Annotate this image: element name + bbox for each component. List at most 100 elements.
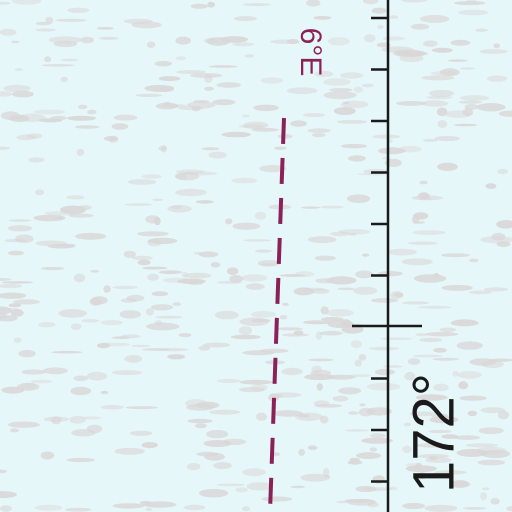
texture-speck bbox=[135, 93, 162, 97]
texture-speck bbox=[7, 225, 33, 232]
texture-speck bbox=[96, 27, 114, 30]
texture-speck bbox=[399, 54, 424, 63]
texture-speck bbox=[251, 127, 279, 132]
texture-speck bbox=[154, 216, 161, 226]
texture-speck bbox=[238, 326, 253, 335]
texture-speck bbox=[286, 87, 318, 95]
texture-speck bbox=[12, 90, 34, 98]
texture-speck bbox=[381, 46, 414, 53]
texture-speck bbox=[181, 271, 188, 278]
texture-speck bbox=[429, 89, 454, 97]
texture-speck bbox=[33, 109, 66, 115]
texture-speck bbox=[65, 507, 92, 512]
texture-speck bbox=[0, 306, 13, 315]
texture-speck bbox=[362, 83, 374, 88]
texture-speck bbox=[60, 76, 68, 83]
texture-speck bbox=[256, 412, 267, 421]
texture-speck bbox=[350, 340, 362, 349]
texture-speck bbox=[158, 76, 181, 82]
texture-speck bbox=[78, 104, 88, 110]
texture-speck bbox=[423, 138, 438, 142]
texture-speck bbox=[12, 0, 42, 5]
texture-speck bbox=[464, 103, 479, 111]
texture-speck bbox=[323, 78, 351, 86]
texture-speck bbox=[155, 315, 183, 319]
texture-speck bbox=[338, 387, 362, 395]
texture-speck bbox=[124, 203, 152, 206]
texture-speck bbox=[183, 504, 206, 511]
texture-speck bbox=[421, 100, 449, 107]
texture-speck bbox=[76, 148, 85, 156]
texture-speck bbox=[175, 173, 188, 180]
texture-speck bbox=[241, 274, 268, 282]
texture-speck bbox=[465, 443, 499, 448]
texture-speck bbox=[26, 133, 43, 139]
texture-speck bbox=[250, 311, 277, 318]
isogonic-line-label: 6°E bbox=[294, 28, 327, 77]
texture-speck bbox=[261, 263, 275, 266]
texture-speck bbox=[450, 319, 479, 327]
texture-speck bbox=[210, 262, 221, 268]
texture-speck bbox=[136, 231, 169, 237]
texture-speck bbox=[405, 463, 420, 467]
texture-speck bbox=[497, 410, 510, 420]
texture-speck bbox=[74, 232, 107, 240]
texture-speck bbox=[396, 100, 427, 106]
texture-speck bbox=[432, 357, 460, 361]
texture-speck bbox=[184, 272, 212, 279]
texture-speck bbox=[212, 99, 236, 106]
texture-speck bbox=[311, 133, 326, 138]
texture-speck bbox=[199, 488, 229, 498]
texture-speck bbox=[419, 180, 428, 185]
texture-speck bbox=[201, 147, 220, 151]
texture-speck bbox=[366, 382, 401, 391]
texture-speck bbox=[452, 370, 459, 377]
texture-speck bbox=[506, 506, 512, 512]
texture-speck bbox=[313, 16, 332, 20]
texture-speck bbox=[307, 358, 334, 362]
texture-speck bbox=[38, 322, 56, 328]
texture-speck bbox=[43, 416, 69, 422]
texture-speck bbox=[60, 205, 87, 215]
texture-speck bbox=[423, 40, 438, 47]
texture-speck bbox=[425, 332, 459, 337]
texture-speck bbox=[70, 323, 82, 331]
texture-speck bbox=[309, 288, 330, 294]
texture-speck bbox=[293, 330, 304, 336]
texture-speck bbox=[479, 49, 508, 54]
texture-speck bbox=[382, 36, 406, 41]
texture-speck bbox=[496, 220, 512, 229]
texture-speck bbox=[337, 287, 355, 291]
texture-speck bbox=[454, 123, 477, 127]
texture-speck bbox=[7, 250, 24, 256]
texture-speck bbox=[304, 373, 335, 381]
texture-speck bbox=[8, 303, 22, 308]
texture-speck bbox=[7, 421, 40, 428]
texture-speck bbox=[242, 3, 271, 7]
texture-speck bbox=[235, 487, 249, 493]
texture-speck bbox=[216, 483, 246, 487]
texture-speck bbox=[129, 430, 153, 436]
texture-speck bbox=[152, 198, 164, 201]
texture-speck bbox=[231, 177, 258, 184]
texture-speck bbox=[10, 309, 24, 317]
texture-speck bbox=[436, 107, 448, 117]
texture-speck bbox=[458, 100, 483, 104]
texture-speck bbox=[467, 410, 477, 417]
texture-speck bbox=[402, 445, 412, 454]
texture-speck bbox=[208, 65, 238, 68]
texture-speck bbox=[146, 41, 156, 48]
texture-speck bbox=[272, 410, 303, 417]
texture-speck bbox=[155, 102, 179, 110]
texture-speck bbox=[323, 91, 357, 100]
texture-speck bbox=[0, 278, 12, 281]
texture-speck bbox=[33, 214, 66, 222]
texture-speck bbox=[34, 504, 63, 511]
texture-speck bbox=[103, 136, 118, 142]
texture-speck bbox=[97, 342, 110, 349]
texture-speck bbox=[377, 24, 384, 30]
texture-speck bbox=[276, 327, 303, 331]
texture-speck bbox=[491, 232, 506, 241]
texture-speck bbox=[232, 42, 255, 47]
